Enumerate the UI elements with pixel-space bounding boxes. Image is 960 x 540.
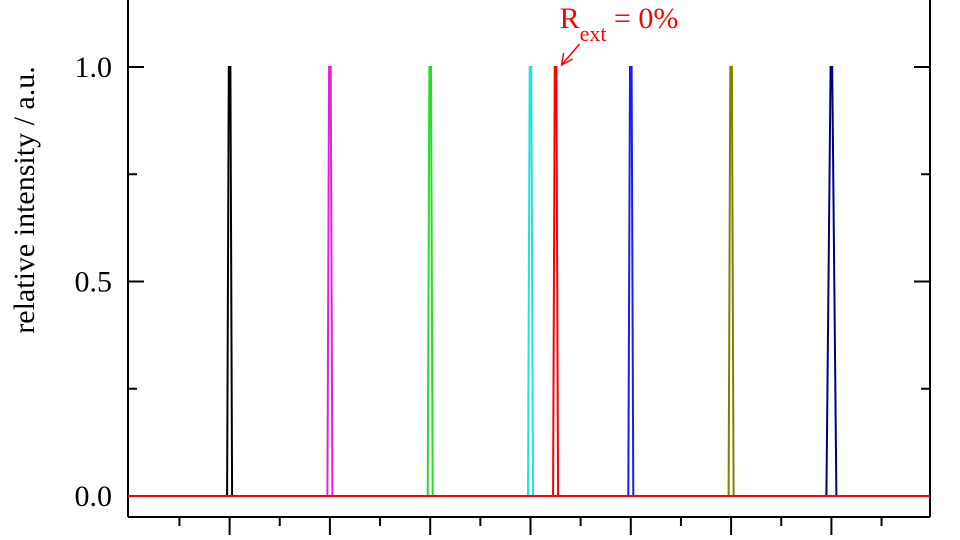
annotation-main: R xyxy=(560,2,580,35)
ticks xyxy=(128,66,930,535)
y-axis-label: relative intensity / a.u. xyxy=(8,66,41,333)
peaks xyxy=(226,66,838,497)
tick-labels: 0.0 0.5 1.0 xyxy=(75,51,113,513)
peak-series-6 xyxy=(727,66,735,497)
annotation-subscript: ext xyxy=(580,21,607,46)
annotation-arrow-line xyxy=(561,43,581,66)
y-tick-label-0: 0.0 xyxy=(75,480,113,513)
peak-series-2 xyxy=(426,66,434,497)
y-tick-label-2: 1.0 xyxy=(75,51,113,84)
peak-series-7 xyxy=(825,66,838,497)
peak-series-3 xyxy=(527,66,534,497)
peak-series-4 xyxy=(552,66,560,497)
annotation: Rext = 0% xyxy=(560,2,679,67)
peak-series-1 xyxy=(326,66,334,497)
peak-series-0 xyxy=(226,66,234,497)
peak-series-5 xyxy=(627,66,635,497)
axes xyxy=(127,0,931,518)
annotation-label: Rext = 0% xyxy=(560,2,679,46)
y-tick-label-1: 0.5 xyxy=(75,266,113,299)
annotation-arrow-head xyxy=(560,52,573,67)
annotation-rest: = 0% xyxy=(606,2,678,35)
